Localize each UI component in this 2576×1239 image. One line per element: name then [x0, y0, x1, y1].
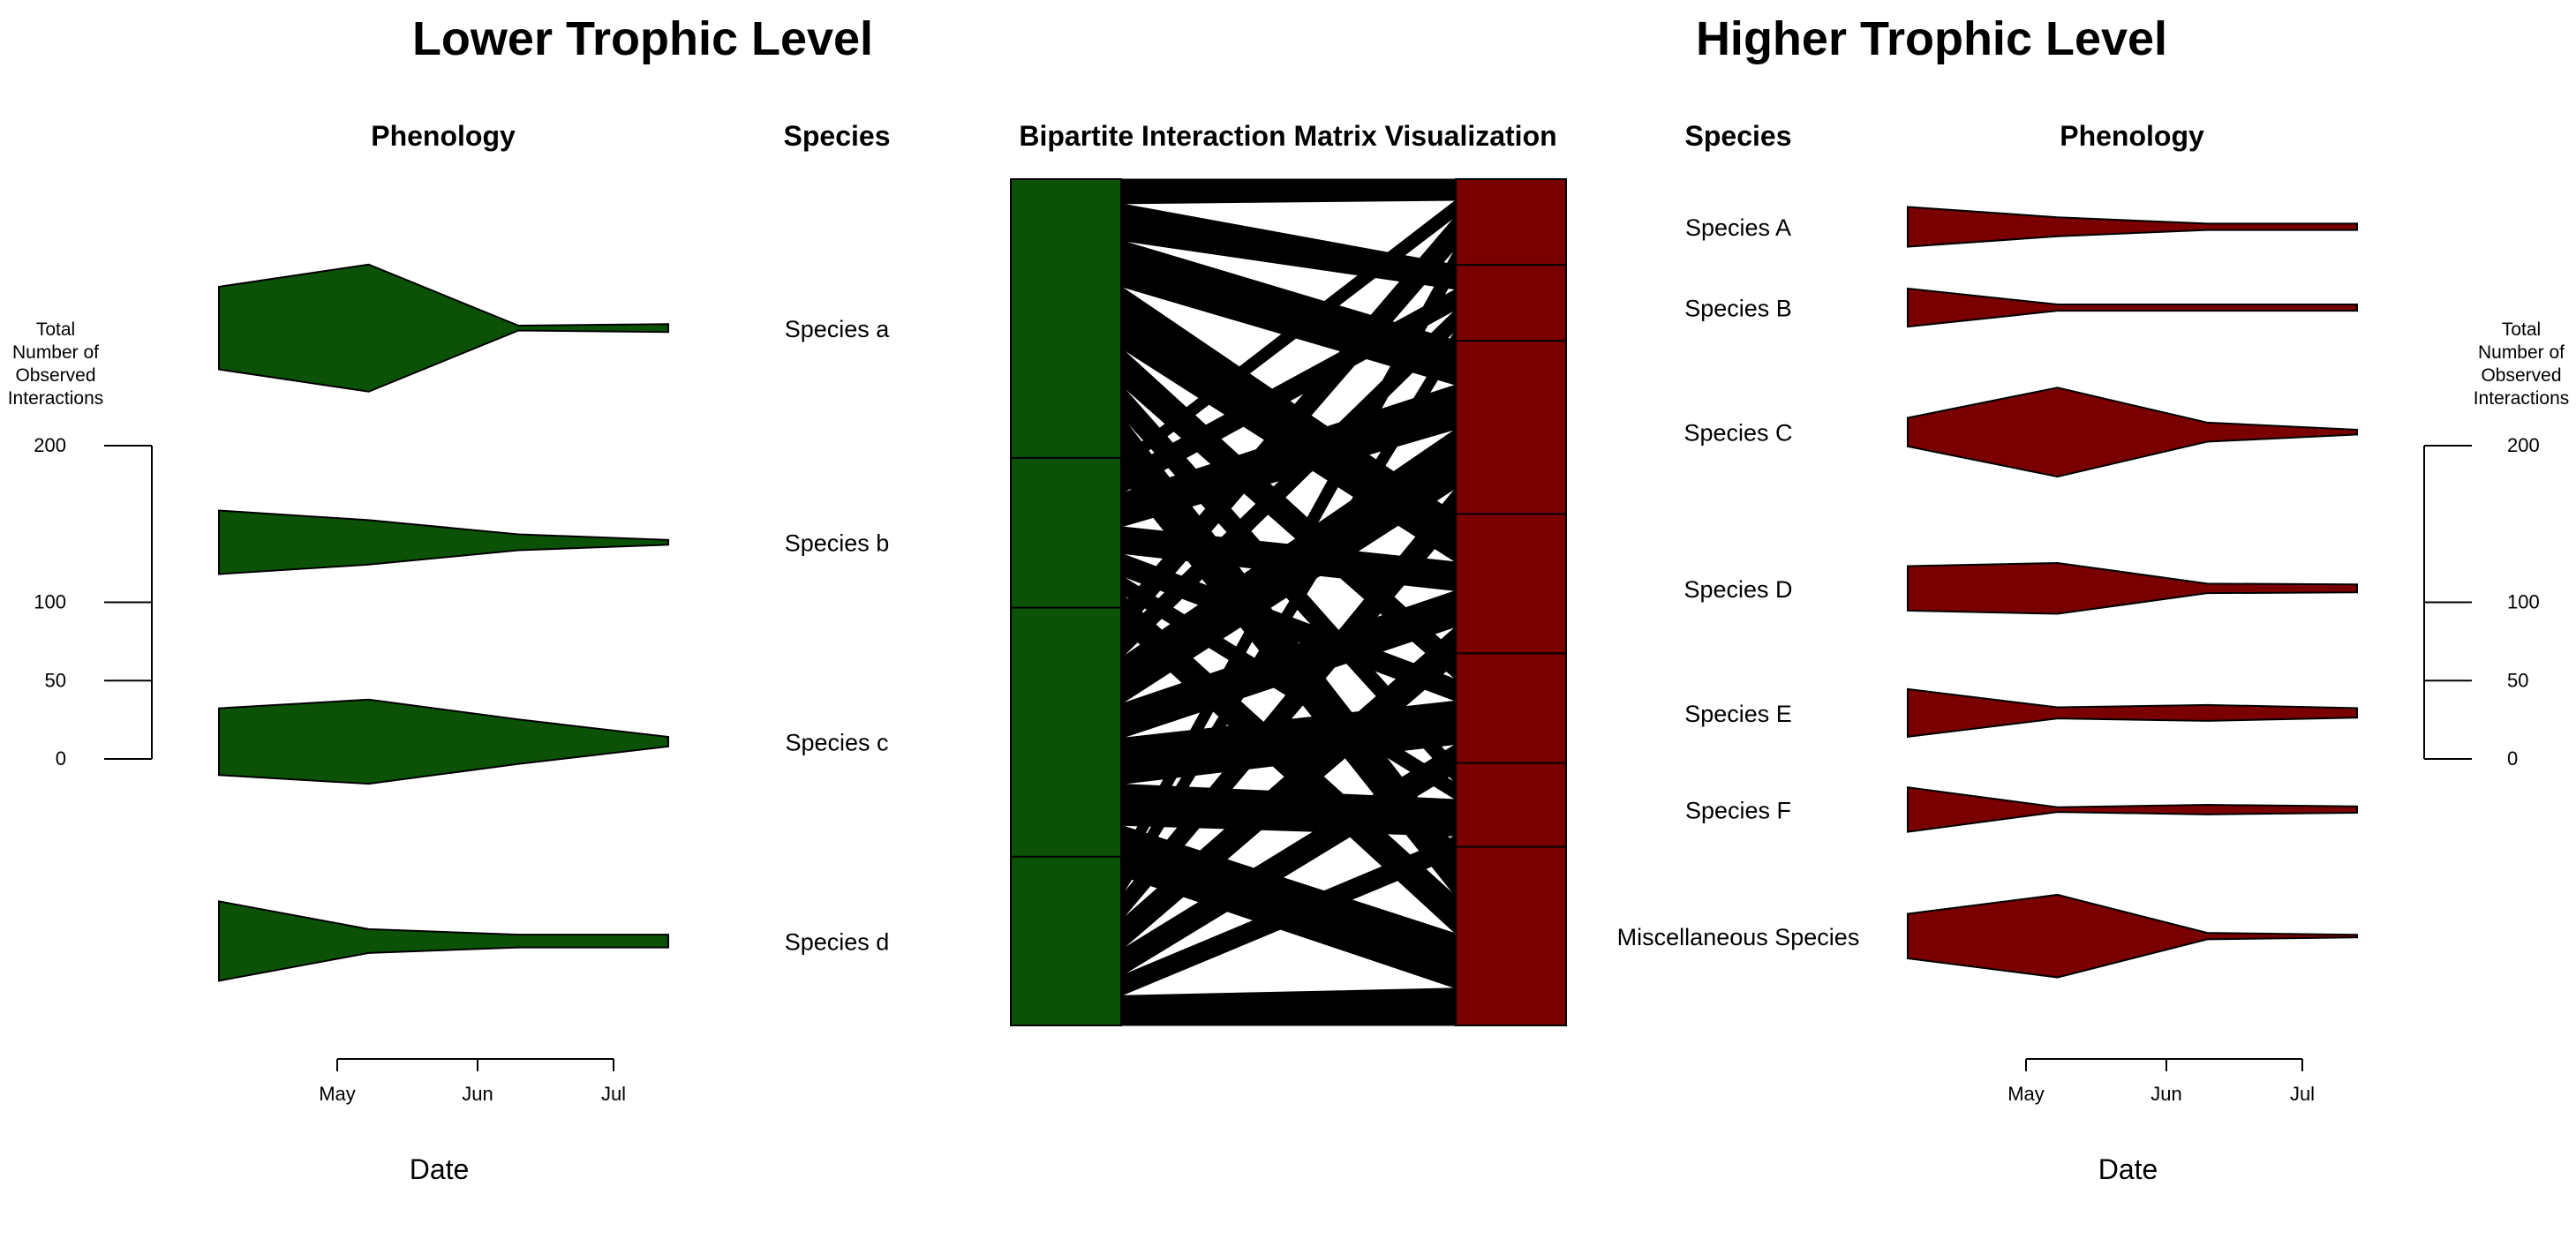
lower-box-species-d [1010, 855, 1122, 1026]
right-scale-title-line: Observed [2481, 365, 2561, 386]
lower-trophic-title: Lower Trophic Level [412, 12, 873, 65]
lower-box-species-b [1010, 456, 1122, 628]
phenology-shapes [218, 206, 2358, 982]
left-scale-tick-label: 100 [34, 591, 66, 613]
right-scale-tick-label: 100 [2507, 591, 2540, 613]
left-date-tick-label: May [319, 1083, 356, 1105]
higher-species-label: Species A [1685, 214, 1791, 241]
higher-species-label: Species E [1684, 701, 1792, 727]
right-date-tick-label: May [2007, 1083, 2045, 1105]
higher-box-species-f [1455, 762, 1567, 858]
higher-box-species-e [1455, 652, 1567, 774]
right-phenology-header: Phenology [2060, 120, 2204, 152]
left-scale-tick-label: 0 [56, 747, 66, 770]
left-date-axis-title: Date [410, 1153, 470, 1185]
higher-species-label: Species B [1684, 296, 1792, 322]
higher-phenology-species-f [1907, 786, 2358, 833]
left-scale-title-line: Interactions [8, 388, 104, 409]
higher-phenology-species-b [1907, 287, 2358, 328]
lower-phenology-species-b [218, 509, 669, 575]
higher-box-species-d [1455, 513, 1567, 665]
bipartite-title: Bipartite Interaction Matrix Visualizati… [1019, 120, 1556, 152]
lower-species-label: Species b [785, 530, 890, 557]
higher-box-species-a [1455, 178, 1567, 275]
right-scale-title-line: Total [2502, 319, 2541, 340]
link-species-a-species-a [1120, 178, 1457, 205]
right-date-axis-title: Date [2098, 1153, 2158, 1185]
left-date-tick-label: Jul [601, 1083, 626, 1105]
species-boxes [1010, 178, 1567, 1026]
higher-box-species-b [1455, 264, 1567, 351]
higher-species-label: Species D [1683, 576, 1792, 603]
right-scale-title-line: Number of [2478, 342, 2565, 363]
right-scale-tick-label: 0 [2507, 747, 2518, 770]
right-species-header: Species [1685, 120, 1792, 152]
link-species-d-miscellaneous-species [1120, 987, 1457, 1026]
higher-phenology-species-d [1907, 561, 2358, 615]
right-scale-title-line: Interactions [2474, 388, 2570, 409]
left-phenology-header: Phenology [371, 120, 516, 152]
species-labels: Species a Species b Species c Species d Spec… [785, 214, 1860, 955]
higher-phenology-species-e [1907, 687, 2358, 738]
higher-species-label: Species F [1685, 797, 1791, 823]
right-date-tick-label: Jun [2150, 1083, 2181, 1105]
lower-species-label: Species d [785, 928, 890, 955]
higher-phenology-species-c [1907, 387, 2358, 478]
lower-box-species-c [1010, 606, 1122, 877]
lower-box-species-a [1010, 178, 1122, 478]
right-scale-tick-label: 50 [2507, 669, 2528, 691]
higher-box-miscellaneous-species [1455, 845, 1567, 1026]
right-scale-tick-label: 200 [2507, 434, 2540, 456]
left-scale-tick-label: 50 [45, 669, 66, 691]
left-scale-tick-label: 200 [34, 434, 66, 456]
lower-phenology-species-a [218, 263, 669, 393]
left-date-tick-label: Jun [462, 1083, 493, 1105]
lower-species-label: Species c [785, 729, 888, 755]
lower-species-label: Species a [785, 316, 891, 342]
left-scale-title-line: Total [36, 319, 75, 340]
left-scale-title-line: Observed [15, 365, 95, 386]
right-date-tick-label: Jul [2290, 1083, 2315, 1105]
higher-phenology-species-a [1907, 206, 2358, 248]
left-species-header: Species [784, 120, 891, 152]
higher-box-species-c [1455, 340, 1567, 525]
lower-phenology-species-d [218, 900, 669, 982]
higher-trophic-title: Higher Trophic Level [1696, 12, 2167, 65]
higher-species-label: Miscellaneous Species [1617, 924, 1860, 950]
lower-phenology-species-c [218, 698, 669, 785]
higher-species-label: Species C [1683, 420, 1792, 447]
interaction-links [1120, 178, 1457, 1026]
higher-phenology-miscellaneous-species [1907, 893, 2358, 979]
left-scale-title-line: Number of [12, 342, 99, 363]
